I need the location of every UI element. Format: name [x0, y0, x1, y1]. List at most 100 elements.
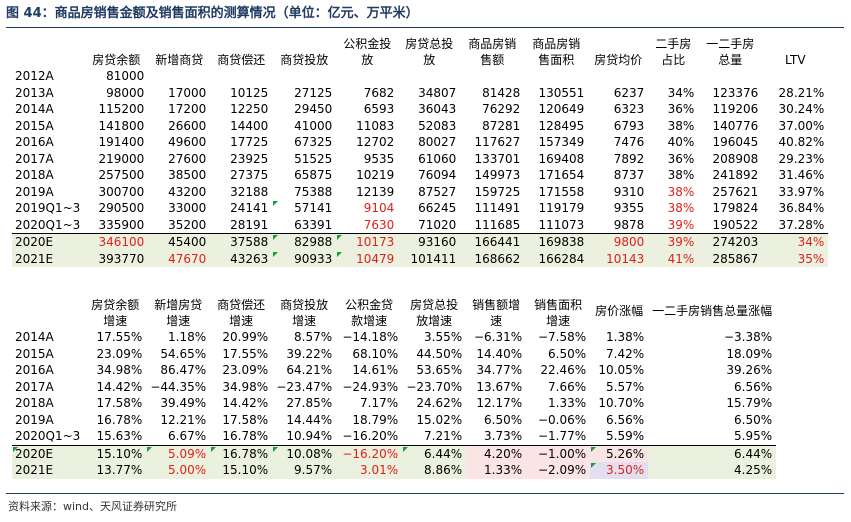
- table-cell: 81000: [106, 69, 145, 83]
- table-cell: 119179: [538, 201, 585, 215]
- table2-corner: [12, 293, 84, 329]
- table-cell: 5.26%: [590, 445, 649, 462]
- table-cell: 166284: [538, 251, 585, 266]
- table-cell: 54.65%: [160, 346, 207, 361]
- table-cell: 23925: [230, 151, 269, 166]
- table-cell: [336, 68, 398, 85]
- table-cell: 20.99%: [222, 330, 269, 344]
- table1-header: LTV: [785, 53, 806, 67]
- table-cell: 43263: [230, 251, 269, 266]
- row-label: 2016A: [15, 135, 54, 149]
- table-cell: 120649: [538, 102, 585, 116]
- table-cell: 7476: [613, 135, 645, 149]
- table-cell: 71020: [398, 216, 461, 234]
- table-row: 2014A 115200 17200 12250 29450 6593 36043 76292…: [12, 101, 828, 118]
- table-cell: 168662: [474, 251, 521, 266]
- table-cell: 393770: [98, 251, 145, 266]
- table-cell: 6793: [613, 118, 645, 133]
- table-cell: 7.66%: [548, 379, 587, 394]
- table-cell: 290500: [98, 201, 145, 215]
- table-cell: 14.61%: [352, 363, 399, 377]
- table-cell: 241892: [712, 168, 759, 182]
- table-cell: 3.01%: [360, 463, 399, 477]
- table-cell: 157349: [538, 135, 585, 149]
- table-row: 2015A 141800 26600 14400 41000 11083 52083 8728…: [12, 118, 828, 135]
- table-cell: 32188: [230, 184, 269, 199]
- table-cell: 274203: [712, 235, 759, 249]
- table-cell: 87281: [482, 118, 521, 133]
- table-cell: −24.93%: [342, 379, 399, 394]
- table-cell: 7.17%: [360, 396, 399, 410]
- table-cell: 14400: [230, 118, 269, 133]
- row-label: 2016A: [15, 363, 54, 377]
- table-cell: 14.40%: [476, 346, 523, 361]
- table-cell: 36043: [418, 102, 457, 116]
- table-cell: 171558: [538, 184, 585, 199]
- table-cell: 149973: [474, 168, 521, 182]
- table1-header: 商品房销售额: [468, 37, 517, 67]
- table-cell: 15.10%: [96, 446, 143, 461]
- table-cell: 35%: [797, 251, 825, 266]
- table-row: 2014A 17.55% 1.18% 20.99% 8.57% −14.18% 3.55% −…: [12, 329, 776, 346]
- row-label: 2019Q1~3: [15, 201, 81, 215]
- row-label: 2019A: [15, 412, 54, 427]
- table-cell: 63391: [272, 216, 337, 234]
- row-label: 2021E: [15, 463, 54, 477]
- table-row: 2019A 16.78% 12.21% 17.58% 14.44% 18.79% 15.02…: [12, 412, 776, 429]
- table-row: 2018A 257500 38500 27375 65875 10219 76094 1499…: [12, 167, 828, 184]
- table-cell: 10479: [336, 251, 398, 268]
- table-cell: 18.09%: [726, 346, 773, 361]
- table-cell: 66245: [418, 201, 457, 215]
- table-row: 2015A 23.09% 54.65% 17.55% 39.22% 68.10% 44.50…: [12, 346, 776, 363]
- table-row: 2019A 300700 43200 32188 75388 12139 87527 1597…: [12, 184, 828, 201]
- table-cell: 38%: [667, 201, 695, 215]
- table-cell: 30.24%: [778, 102, 825, 116]
- table-cell: 38%: [667, 118, 695, 133]
- table-cell: 47670: [168, 251, 207, 266]
- table-cell: 4.25%: [734, 463, 773, 477]
- table-cell: 196045: [712, 135, 759, 149]
- table-cell: 34.98%: [96, 363, 143, 377]
- table-cell: 9535: [363, 151, 395, 166]
- table-cell: 119206: [712, 102, 759, 116]
- table-cell: 29450: [294, 102, 333, 116]
- table-cell: 257500: [98, 168, 145, 182]
- row-label: 2019A: [15, 184, 54, 199]
- table-cell: 123376: [712, 85, 759, 100]
- table1-header: 一二手房总量: [706, 37, 755, 67]
- row-label: 2020E: [15, 235, 54, 249]
- row-label: 2013A: [15, 85, 54, 100]
- table-cell: 190522: [698, 216, 763, 234]
- table-cell: 130551: [538, 85, 585, 100]
- table-cell: 5.00%: [168, 463, 207, 477]
- table-cell: 23.09%: [96, 346, 143, 361]
- table-cell: −16.20%: [336, 428, 403, 446]
- table-cell: 18.79%: [352, 412, 399, 427]
- table-cell: 9.57%: [294, 463, 333, 477]
- table-cell: 17.58%: [222, 412, 269, 427]
- table-cell: 16.78%: [210, 428, 273, 446]
- table-row: 2012A 81000: [12, 68, 828, 85]
- table-cell: −7.58%: [537, 330, 587, 344]
- table1-header: 房贷均价: [594, 53, 643, 67]
- table1-header-row: 房贷余额 新增商贷 商贷偿还 商贷投放 公积金投放 房贷总投放 商品房销售额 商…: [12, 32, 828, 68]
- table-cell: [460, 68, 524, 85]
- table1-header: 新增商贷: [155, 53, 204, 67]
- table-cell: 27600: [168, 151, 207, 166]
- table-cell: −14.18%: [342, 330, 399, 344]
- table-cell: 300700: [98, 184, 145, 199]
- table-cell: 36.84%: [778, 201, 825, 215]
- table-cell: 29.23%: [778, 151, 825, 166]
- table-cell: 257621: [712, 184, 759, 199]
- table-cell: 12250: [230, 102, 269, 116]
- table-cell: 166441: [474, 235, 521, 249]
- table-cell: −2.09%: [526, 462, 591, 479]
- table-cell: 76094: [418, 168, 457, 182]
- table-cell: 8.57%: [294, 330, 333, 344]
- table-cell: 10.08%: [272, 445, 336, 462]
- table2-header: 销售额增速: [472, 298, 521, 328]
- table2-header: 公积金贷款增速: [345, 298, 394, 328]
- table-cell: 68.10%: [352, 346, 399, 361]
- table-cell: 10143: [606, 251, 645, 266]
- table-cell: 41%: [667, 251, 695, 266]
